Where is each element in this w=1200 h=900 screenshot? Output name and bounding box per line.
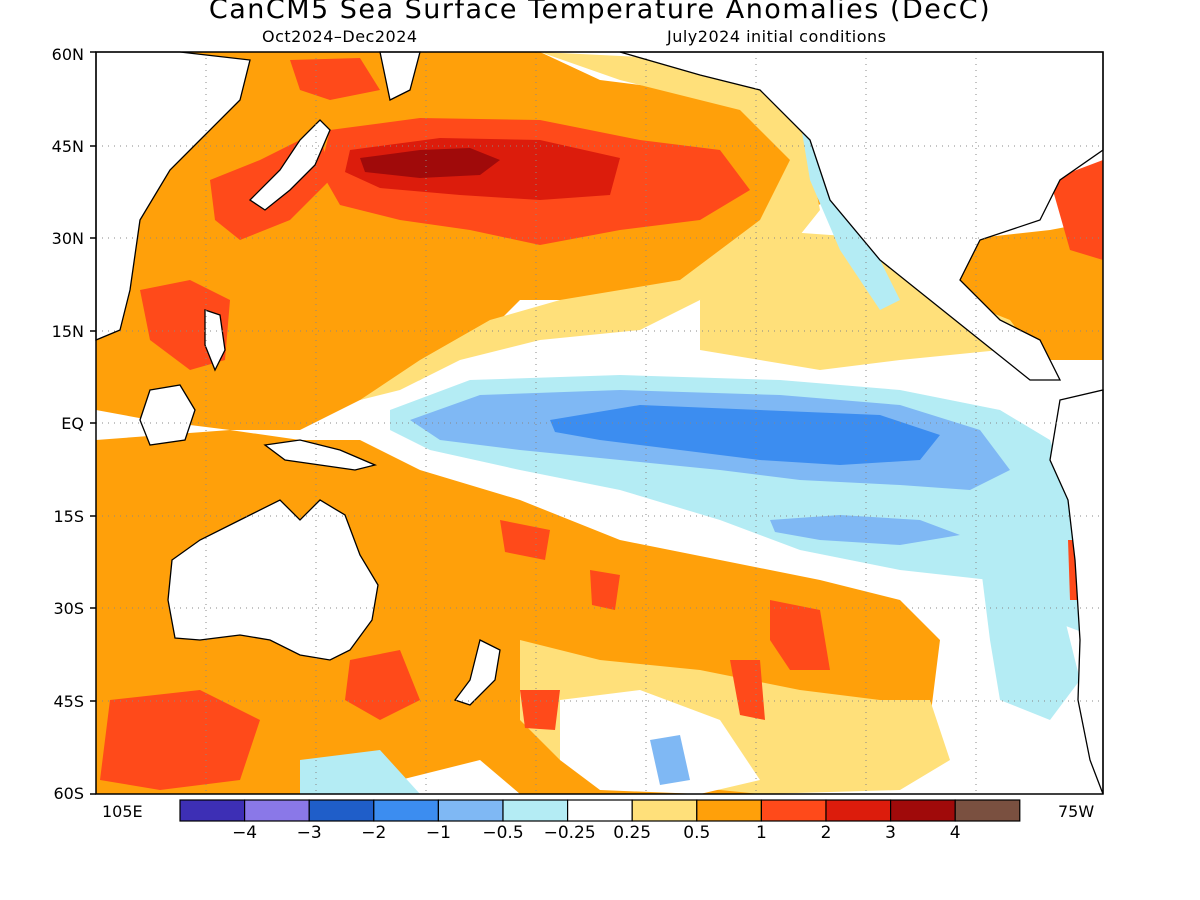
colorbar-swatch [373, 799, 439, 822]
lat-label-30s: 30S [53, 599, 84, 618]
colorbar [179, 799, 1021, 822]
colorbar-swatch [566, 799, 633, 822]
new-zealand-land [453, 639, 501, 706]
lon-label-right: 75W [1058, 802, 1095, 821]
colorbar-swatch [502, 799, 569, 822]
borneo-land [139, 384, 196, 446]
map-frame [90, 51, 1104, 795]
lat-label-45n: 45N [51, 137, 84, 156]
colorbar-tick-label: −0.5 [482, 823, 524, 843]
anomaly-tongue-blue [550, 405, 940, 465]
lat-label-45s: 45S [53, 692, 84, 711]
australia-land [167, 499, 379, 661]
colorbar-tick-label: −1 [425, 823, 451, 843]
colorbar-swatch [760, 799, 827, 822]
lat-label-15n: 15N [51, 322, 84, 341]
new-guinea-land [263, 439, 378, 471]
anomaly-patch-n-core [360, 148, 500, 178]
anomaly-patch-tasman-red [345, 650, 420, 720]
colorbar-tick-label: 0.25 [613, 823, 652, 843]
lat-label-15s: 15S [53, 507, 84, 526]
colorbar-tick-label: 4 [949, 823, 961, 843]
colorbar-tick-label: 0.5 [683, 823, 711, 843]
colorbar-tick-label: −3 [296, 823, 322, 843]
asia-coast-land [95, 51, 251, 341]
colorbar-swatch [954, 799, 1021, 822]
initial-conditions: July2024 initial conditions [667, 27, 887, 46]
anomaly-band-n-pale [360, 52, 820, 400]
lat-label-60n: 60N [51, 45, 84, 64]
anomaly-patch-gulf-orange [960, 220, 1103, 360]
lon-label-left: 105E [102, 802, 143, 821]
anomaly-patch-sw-red [100, 690, 260, 790]
colorbar-swatch [179, 799, 246, 822]
lat-label-eq: EQ [61, 414, 84, 433]
anomaly-patch-se-cyan [980, 560, 1080, 720]
map-title: CanCM5 Sea Surface Temperature Anomalies… [208, 0, 992, 25]
colorbar-swatch [889, 799, 956, 822]
anomaly-patch-s-pacific-red [500, 520, 550, 560]
colorbar-tick-label: −4 [232, 823, 258, 843]
anomaly-patch-s-red2 [730, 660, 765, 720]
philippines-land [204, 309, 226, 372]
colorbar-swatch [631, 799, 698, 822]
anomaly-patch-s-cyan [300, 750, 420, 794]
colorbar-tick-label: 3 [885, 823, 896, 843]
forecast-period: Oct2024–Dec2024 [262, 27, 418, 46]
anomaly-patch-s-red3 [520, 690, 560, 730]
anomaly-patch-sm-orange-red [590, 570, 620, 610]
anomaly-patch-nw-red [290, 58, 380, 100]
grid-lines [96, 52, 1103, 794]
colorbar-tick-label: −0.25 [543, 823, 596, 843]
colorbar-swatch [696, 799, 762, 822]
lat-label-30n: 30N [51, 229, 84, 248]
colorbar-tick-label: 1 [755, 823, 767, 843]
colorbar-swatch [244, 799, 310, 822]
colorbar-swatch [437, 799, 504, 822]
colorbar-swatch [308, 799, 375, 822]
anomaly-patch-s-red1 [770, 600, 830, 670]
japan-land [248, 119, 331, 211]
anomaly-patch-s-lightblue2 [650, 735, 690, 785]
anomaly-patch-s-lightblue [770, 515, 960, 545]
land-outlines [95, 51, 1104, 795]
colorbar-swatch [825, 799, 892, 822]
colorbar-tick-label: 2 [820, 823, 832, 843]
colorbar-tick-label: −2 [361, 823, 387, 843]
lat-label-60s: 60S [53, 784, 84, 803]
anomaly-patch-atlantic-red [1050, 160, 1103, 260]
north-america-land [619, 51, 1104, 381]
